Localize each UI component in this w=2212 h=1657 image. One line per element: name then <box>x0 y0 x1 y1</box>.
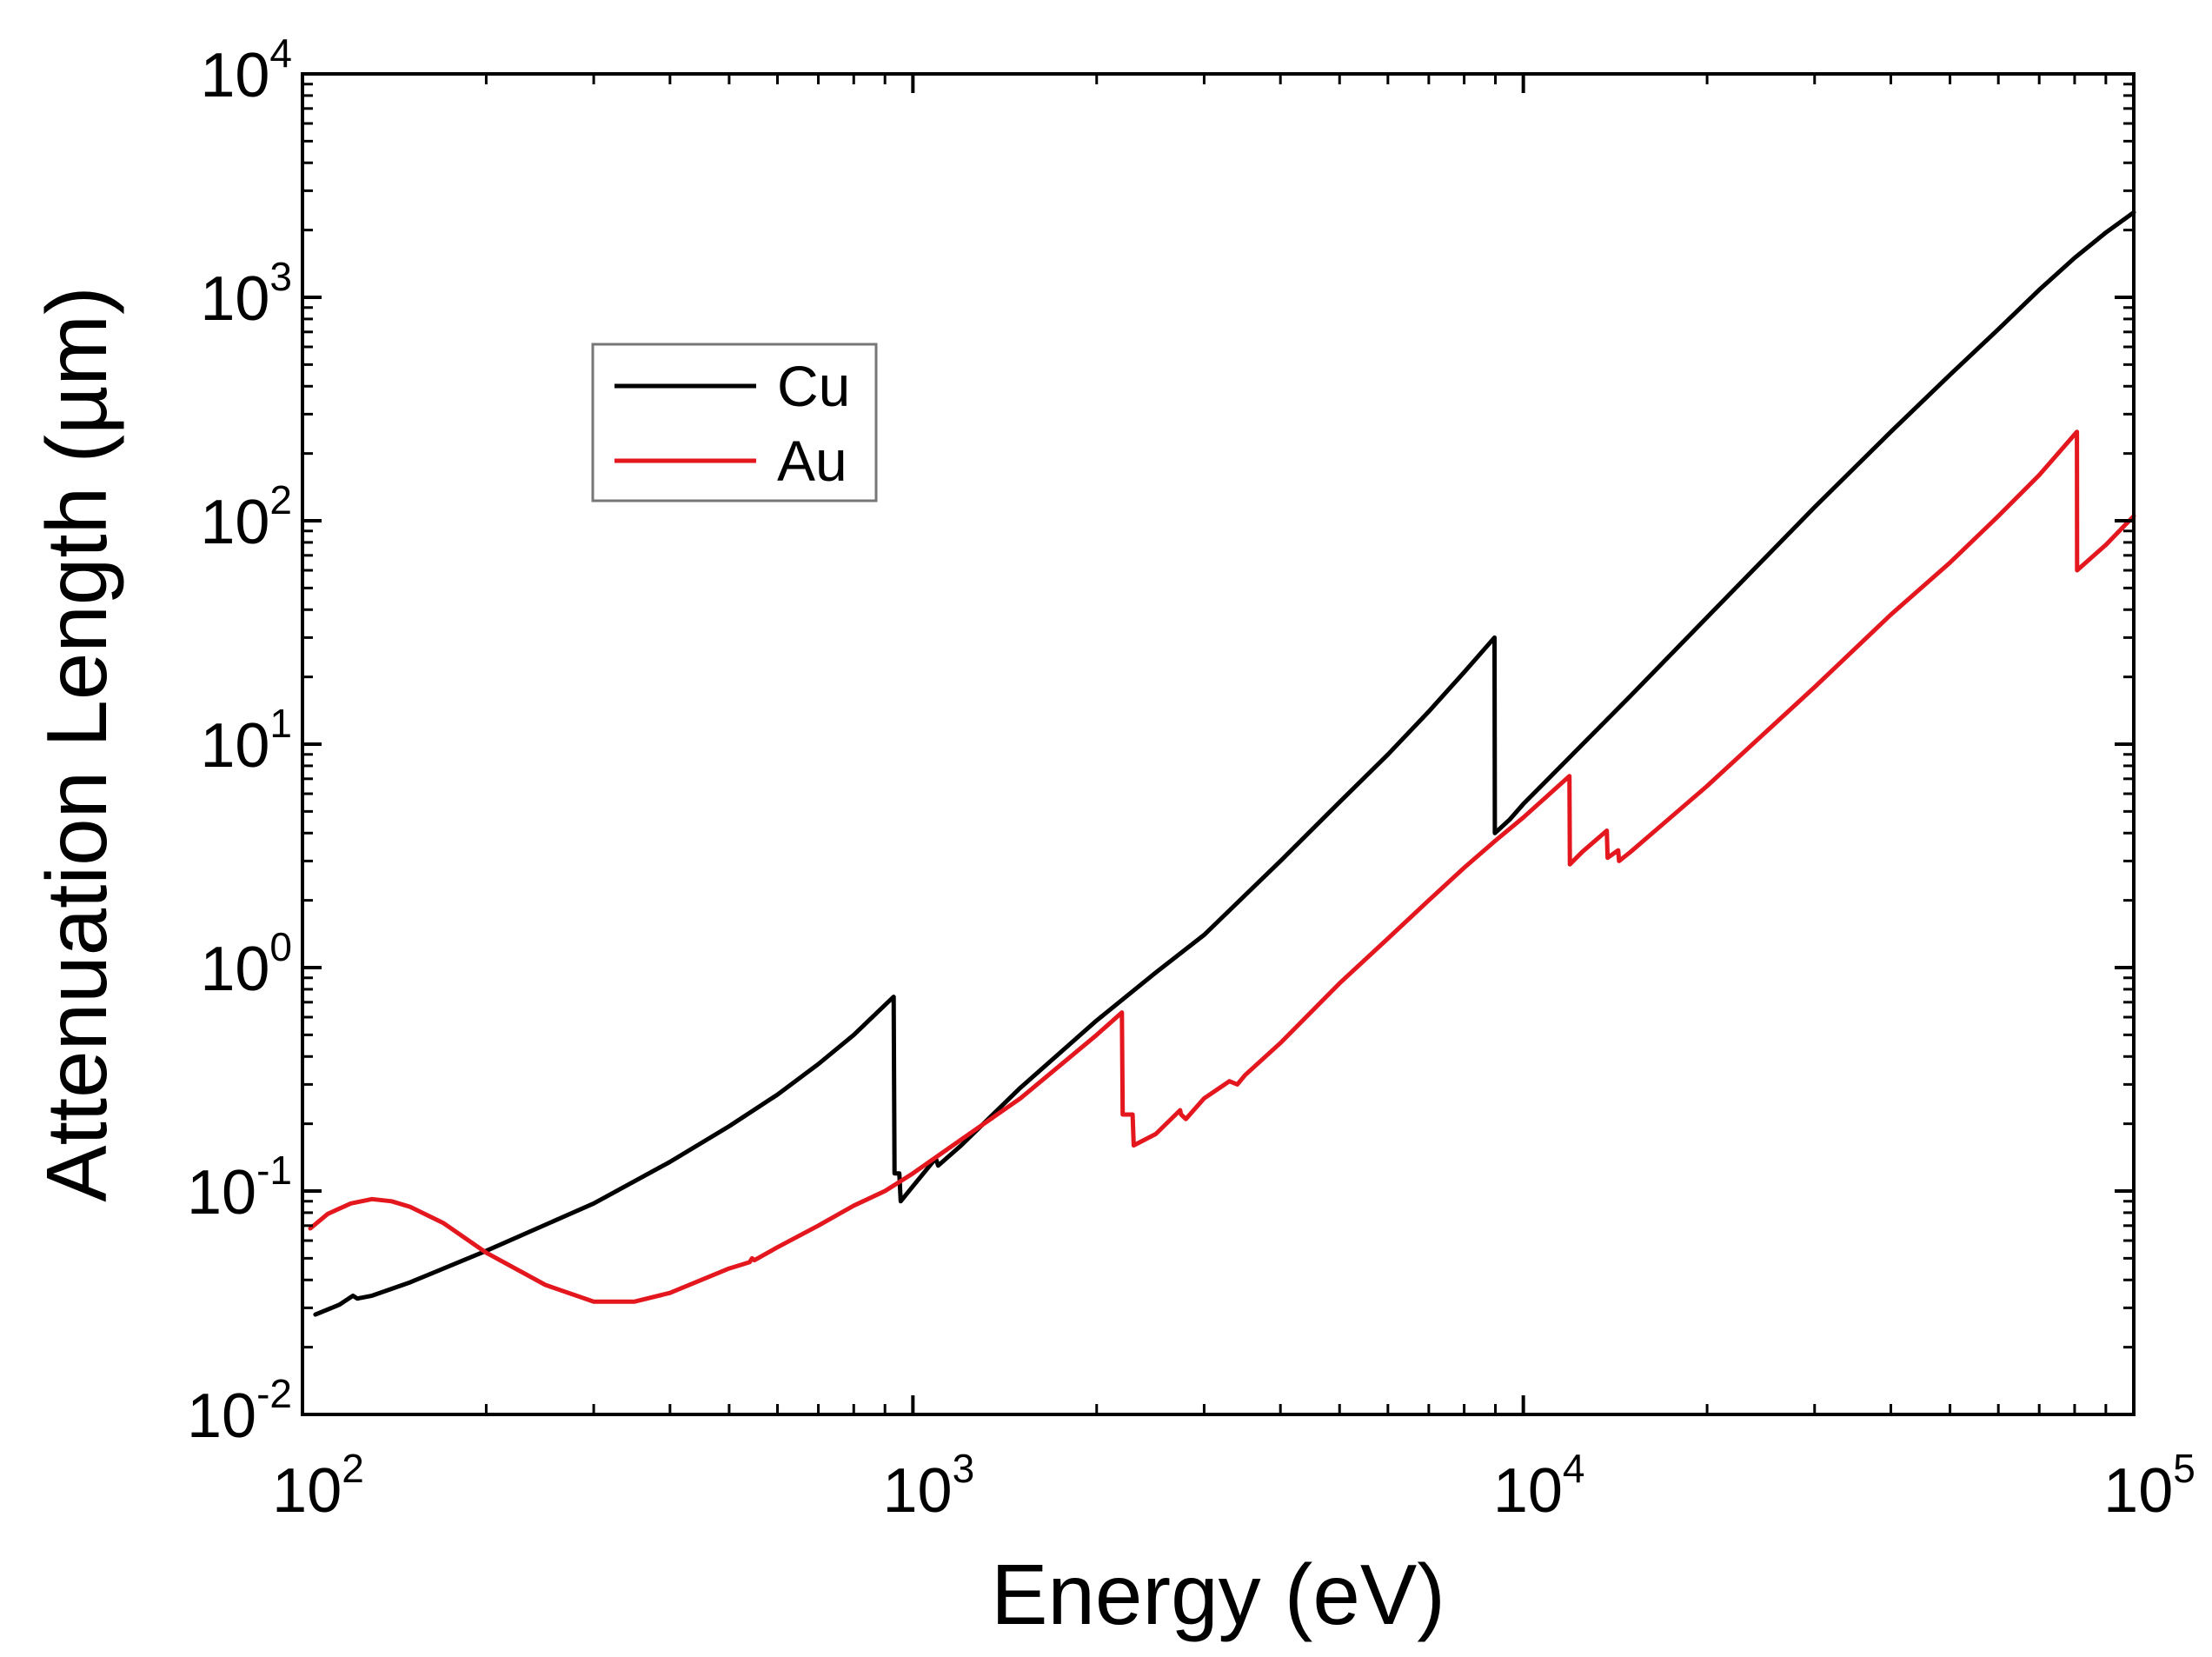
legend-label-cu: Cu <box>777 354 850 418</box>
y-tick-label: 10-1 <box>187 1148 292 1228</box>
series-layer <box>308 210 2136 1317</box>
x-axis-title: Energy (eV) <box>991 1547 1445 1642</box>
y-tick-label: 100 <box>200 924 292 1004</box>
y-tick-label: 102 <box>200 477 292 557</box>
y-axis-title: Attenuation Length (µm) <box>29 286 124 1201</box>
legend-label-au: Au <box>777 429 847 493</box>
y-tick-label: 103 <box>200 254 292 334</box>
legend: Cu Au <box>591 343 878 502</box>
series-line-au <box>308 429 2136 1304</box>
x-tick-label: 103 <box>882 1446 974 1526</box>
y-tick-label: 10-2 <box>187 1371 292 1451</box>
x-tick-label: 102 <box>272 1446 364 1526</box>
x-tick-label: 104 <box>1493 1446 1585 1526</box>
ticks-layer: 102 103 104 105 10-2 10-1 100 101 102 103 104 <box>187 30 2195 1526</box>
series-line-cu <box>313 210 2136 1317</box>
y-tick-label: 104 <box>200 30 292 110</box>
x-tick-label: 105 <box>2103 1446 2195 1526</box>
y-tick-label: 101 <box>200 701 292 781</box>
legend-box <box>591 343 878 502</box>
